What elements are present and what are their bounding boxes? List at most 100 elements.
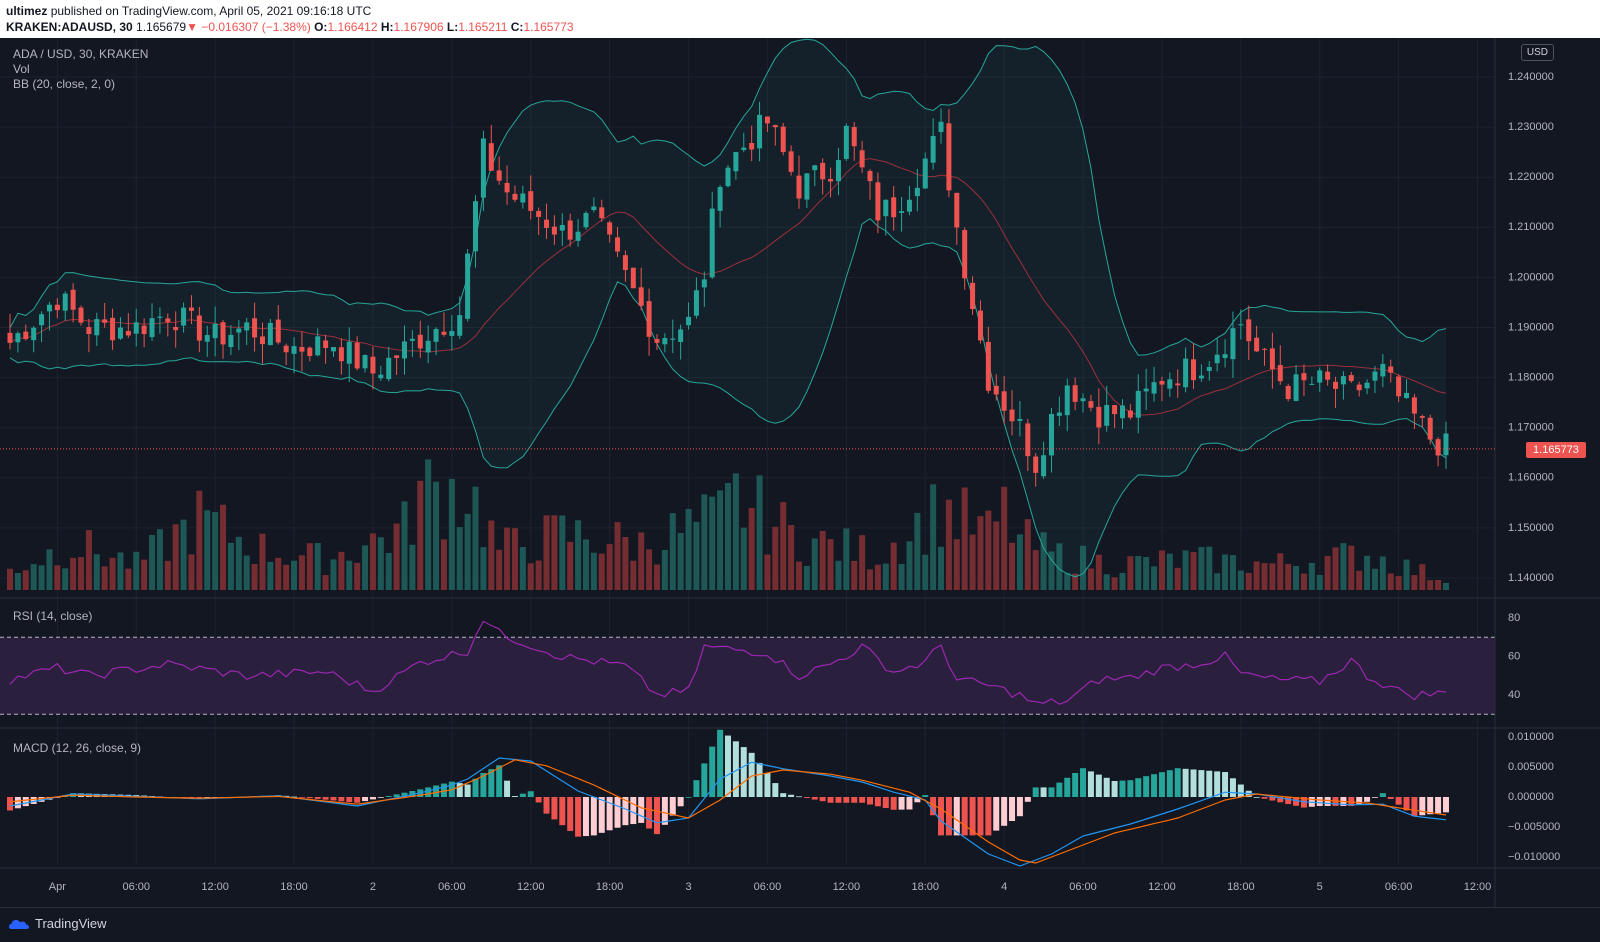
volume-bar <box>109 557 116 590</box>
volume-bar <box>890 542 897 590</box>
volume-bar <box>1277 553 1284 590</box>
candle-body <box>867 170 873 182</box>
bb-lower <box>9 217 1447 578</box>
volume-bar <box>898 563 905 590</box>
volume-bar <box>1269 563 1276 590</box>
volume-bar <box>835 560 842 590</box>
volume-bar <box>346 560 353 590</box>
candle-body <box>196 315 202 341</box>
time-tick-label: 12:00 <box>517 881 545 893</box>
pane-separators[interactable] <box>0 38 1600 907</box>
candle-body <box>504 182 510 193</box>
currency-button[interactable]: USD <box>1520 44 1554 61</box>
volume-bar <box>867 569 874 590</box>
volume-bar <box>646 549 653 590</box>
macd-histogram-bar <box>1253 797 1260 798</box>
candle-body <box>1017 418 1023 421</box>
candle-body <box>212 323 218 339</box>
volume-bar <box>606 544 613 590</box>
candle-body <box>820 162 826 180</box>
volume-legend[interactable]: Vol <box>13 62 30 76</box>
volume-bar <box>938 546 945 590</box>
volume-bar <box>819 530 826 590</box>
time-tick-label: 3 <box>685 881 691 893</box>
macd-histogram-bar <box>646 797 653 829</box>
candle-body <box>630 267 636 289</box>
candle-body <box>188 307 194 311</box>
candle-body <box>891 197 897 218</box>
candle-body <box>102 319 108 323</box>
candle-body <box>772 125 778 128</box>
last-price: 1.165679 <box>136 20 187 34</box>
candle-body <box>875 182 881 221</box>
bb-legend[interactable]: BB (20, close, 2, 0) <box>13 77 116 91</box>
macd-histogram-bar <box>1403 797 1410 811</box>
candle-body <box>1206 366 1212 371</box>
candle-body <box>236 328 242 333</box>
candle-body <box>1238 324 1244 326</box>
time-axis[interactable]: Apr 06:00 12:00 18:00 2 06:00 12:00 18:00 3 06:00… <box>49 881 1492 893</box>
candle-body <box>914 187 920 197</box>
volume-bar <box>1206 546 1213 590</box>
volume-bar <box>156 529 163 590</box>
macd-histogram-bar <box>922 795 929 797</box>
volume-bar <box>70 557 77 590</box>
volume-bar <box>1024 519 1031 590</box>
volume-bar <box>993 521 1000 590</box>
macd-legend[interactable]: MACD (12, 26, close, 9) <box>13 741 142 755</box>
volume-bar <box>977 516 984 590</box>
volume-bar <box>653 564 660 590</box>
macd-tick-label: −0.010000 <box>1508 851 1560 863</box>
volume-bar <box>638 532 645 590</box>
tradingview-logo[interactable]: TradingView <box>8 916 107 931</box>
symbol-legend[interactable]: ADA / USD, 30, KRAKEN <box>13 47 149 61</box>
candle-body <box>622 255 628 270</box>
time-tick-label: 18:00 <box>280 881 308 893</box>
candle-body <box>1191 359 1196 381</box>
candle-body <box>54 304 60 311</box>
volume-bar <box>1316 574 1323 590</box>
candle-body <box>244 322 250 331</box>
candle-body <box>70 289 76 310</box>
time-tick-label: 2 <box>370 881 376 893</box>
macd-histogram-bar <box>488 769 495 797</box>
volume-bar <box>196 490 203 590</box>
candle-body <box>520 193 526 203</box>
candle-body <box>1364 382 1370 389</box>
volume-bar <box>472 486 479 590</box>
macd-tick-label: 0.010000 <box>1508 731 1554 743</box>
brand-label: TradingView <box>35 916 107 931</box>
candle-body <box>110 317 116 341</box>
volume-bar <box>369 533 376 590</box>
price-chart[interactable]: 1.240000 1.230000 1.220000 1.210000 1.200000… <box>0 38 1600 907</box>
macd-histogram-bar <box>1364 797 1371 802</box>
rsi-legend[interactable]: RSI (14, close) <box>13 609 93 623</box>
close-value: 1.165773 <box>523 20 574 34</box>
volume-bar <box>496 549 503 590</box>
volume-bar <box>882 563 889 590</box>
macd-indicator <box>7 729 1449 867</box>
candle-body <box>1230 328 1236 360</box>
candle-body <box>315 336 321 356</box>
volume-bar <box>7 568 13 590</box>
macd-histogram-bar <box>425 787 432 797</box>
publisher-name[interactable]: ultimez <box>6 4 48 18</box>
volume-bar <box>1040 532 1047 590</box>
volume-bar <box>1387 573 1394 590</box>
macd-histogram-bar <box>1158 772 1165 797</box>
volume-bar <box>322 575 329 590</box>
volume-bar <box>1435 579 1442 590</box>
candle-body <box>78 307 84 323</box>
tradingview-cloud-icon <box>9 919 29 929</box>
price-axis[interactable]: 1.240000 1.230000 1.220000 1.210000 1.200000… <box>1508 71 1560 863</box>
macd-histogram-bar <box>638 797 645 823</box>
macd-histogram-bar <box>1040 787 1047 797</box>
candle-body <box>512 193 518 200</box>
volume-bar <box>803 565 810 590</box>
volume-bar <box>756 475 763 590</box>
macd-histogram-bar <box>1387 797 1394 799</box>
macd-histogram-bar <box>1143 776 1150 797</box>
volume-bar <box>1072 573 1079 590</box>
macd-histogram-bar <box>953 797 960 836</box>
candle-body <box>346 341 352 364</box>
